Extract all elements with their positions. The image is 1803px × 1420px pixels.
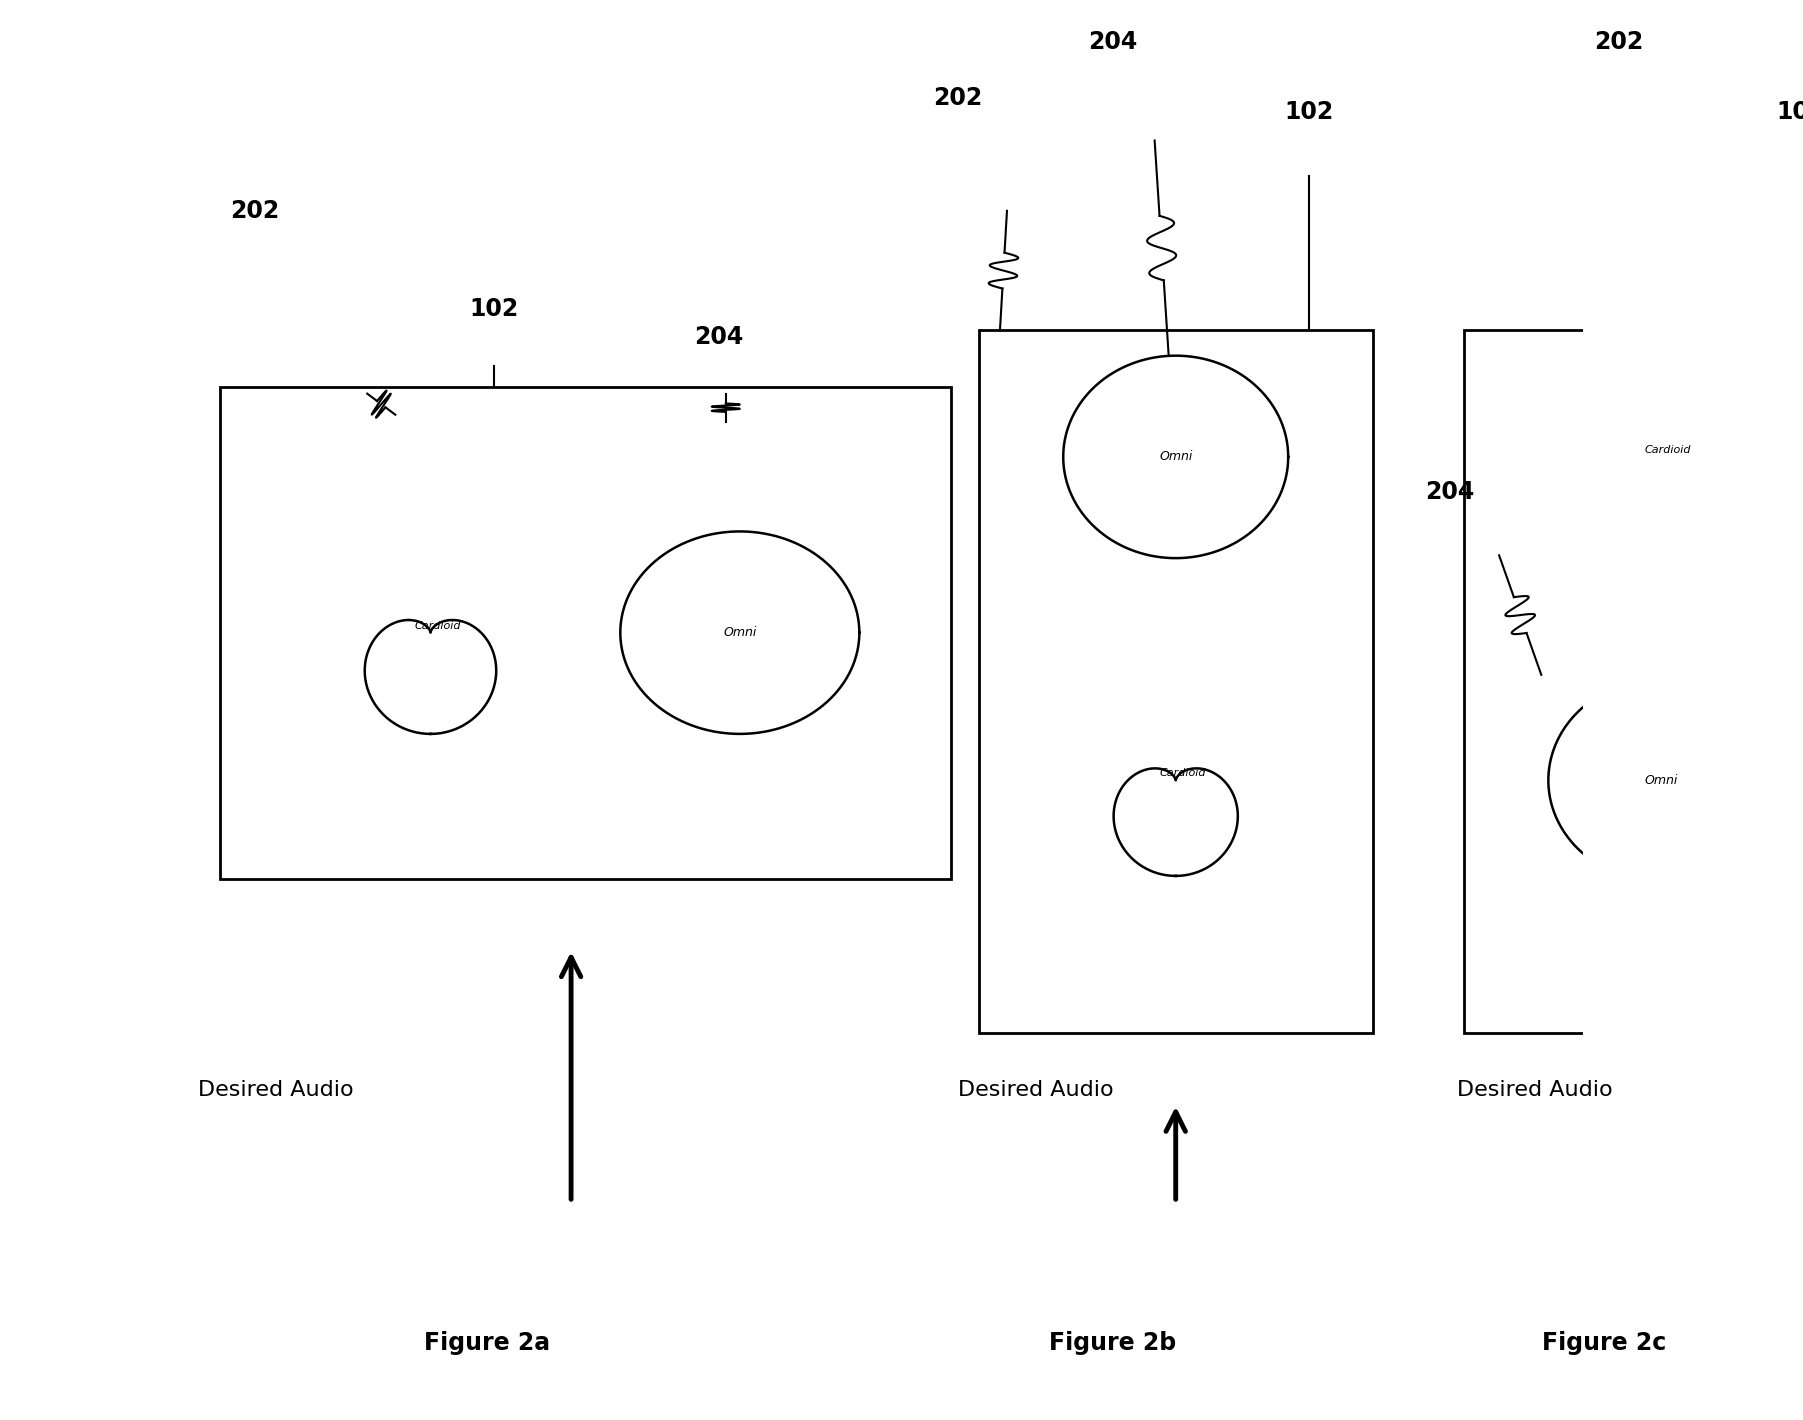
- Text: Omni: Omni: [1159, 450, 1192, 463]
- Bar: [220, 386, 950, 879]
- Text: Figure 2a: Figure 2a: [424, 1331, 550, 1355]
- Text: Figure 2c: Figure 2c: [1542, 1331, 1666, 1355]
- Text: Cardioid: Cardioid: [415, 621, 462, 630]
- Text: 202: 202: [934, 87, 983, 111]
- Bar: [1464, 331, 1803, 1034]
- Text: Omni: Omni: [1644, 774, 1677, 787]
- Text: Desired Audio: Desired Audio: [1457, 1079, 1612, 1099]
- Text: Desired Audio: Desired Audio: [957, 1079, 1114, 1099]
- Text: 202: 202: [231, 199, 279, 223]
- Text: 102: 102: [1286, 101, 1334, 125]
- Text: Cardioid: Cardioid: [1159, 768, 1206, 778]
- Bar: [979, 331, 1372, 1034]
- Text: 202: 202: [1594, 30, 1643, 54]
- Text: Figure 2b: Figure 2b: [1049, 1331, 1176, 1355]
- Text: 102: 102: [469, 297, 519, 321]
- Text: 204: 204: [1087, 30, 1138, 54]
- Text: 204: 204: [694, 325, 743, 349]
- Text: 102: 102: [1776, 101, 1803, 125]
- Text: 204: 204: [1426, 480, 1475, 504]
- Text: Omni: Omni: [723, 626, 757, 639]
- Text: Cardioid: Cardioid: [1644, 444, 1691, 454]
- Text: Desired Audio: Desired Audio: [198, 1079, 353, 1099]
